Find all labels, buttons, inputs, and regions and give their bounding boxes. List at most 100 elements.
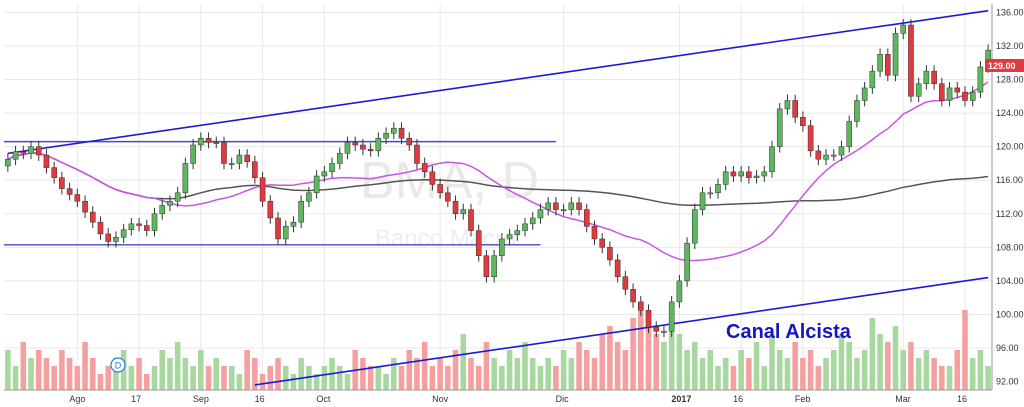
candle-body-2 <box>20 151 27 154</box>
candle-body-36 <box>282 226 289 240</box>
candle-body-62 <box>483 255 490 277</box>
candle-body-42 <box>329 163 335 173</box>
candle-body-101 <box>784 100 791 110</box>
candle-body-103 <box>800 117 806 126</box>
volume-bars <box>5 310 991 390</box>
candle-body-29 <box>228 163 235 165</box>
volume-bar-41 <box>321 366 328 390</box>
y-tick-label-4: 108.00 <box>996 242 1024 252</box>
volume-bar-101 <box>784 358 791 390</box>
volume-bar-66 <box>514 358 521 390</box>
volume-bar-94 <box>730 366 737 390</box>
y-tick-label-5: 112.00 <box>996 209 1023 219</box>
x-tick-label-11: 16 <box>957 394 967 404</box>
last-price-badge-bg <box>985 59 1024 72</box>
x-tick-label-5: Nov <box>432 394 449 404</box>
candle-body-96 <box>746 171 752 178</box>
volume-bar-54 <box>421 342 428 390</box>
last-price-label: 129.00 <box>988 61 1016 71</box>
candle-body-41 <box>321 171 328 177</box>
candle-body-4 <box>35 146 42 156</box>
volume-bar-112 <box>869 318 876 390</box>
candle-body-3 <box>28 146 34 154</box>
volume-bar-110 <box>854 358 860 390</box>
candle-body-28 <box>221 142 227 164</box>
volume-bar-8 <box>66 358 73 390</box>
candle-body-7 <box>59 177 65 189</box>
volume-bar-92 <box>715 366 721 390</box>
event-marker[interactable]: D <box>110 357 126 373</box>
candle-body-40 <box>313 175 320 194</box>
candle-body-66 <box>514 230 521 236</box>
ma-slow-line <box>7 151 989 207</box>
volume-bar-77 <box>599 334 605 390</box>
volume-bar-119 <box>923 350 930 390</box>
volume-bar-118 <box>915 358 922 390</box>
candle-body-39 <box>306 192 312 202</box>
volume-bar-44 <box>344 374 351 390</box>
volume-bar-22 <box>174 342 181 390</box>
candle-body-118 <box>915 83 922 97</box>
volume-bar-55 <box>429 366 436 390</box>
volume-bar-100 <box>776 350 783 390</box>
volume-bar-126 <box>977 350 984 390</box>
x-tick-label-9: Feb <box>795 394 811 404</box>
volume-bar-111 <box>861 350 868 390</box>
candle-body-71 <box>553 202 559 210</box>
candle-body-116 <box>900 24 907 34</box>
y-tick-label-6: 116.00 <box>996 175 1023 185</box>
volume-bar-76 <box>591 358 598 390</box>
volume-bar-108 <box>838 334 845 390</box>
volume-bar-79 <box>614 342 621 390</box>
volume-bar-7 <box>59 350 65 390</box>
volume-bar-6 <box>51 366 57 390</box>
event-marker-circle[interactable] <box>110 357 126 373</box>
volume-bar-36 <box>282 366 289 390</box>
candle-body-57 <box>445 192 451 202</box>
volume-bar-1 <box>12 366 19 390</box>
candle-body-67 <box>522 223 528 231</box>
candle-body-87 <box>676 280 683 303</box>
candle-body-108 <box>838 146 845 156</box>
volume-bar-121 <box>939 366 945 390</box>
y-tick-label-0: 92.00 <box>996 377 1019 387</box>
volume-bar-84 <box>653 334 660 390</box>
volume-bar-48 <box>375 366 382 390</box>
volume-bar-38 <box>298 358 304 390</box>
candle-body-52 <box>406 138 413 146</box>
volume-bar-43 <box>336 366 343 390</box>
volume-bar-56 <box>437 358 443 390</box>
volume-bar-78 <box>607 326 613 390</box>
candle-body-115 <box>892 33 899 76</box>
volume-bar-35 <box>275 358 281 390</box>
x-tick-label-3: 16 <box>255 394 265 404</box>
candle-body-122 <box>946 87 953 101</box>
candle-body-125 <box>969 91 976 101</box>
candle-body-63 <box>491 255 497 277</box>
volume-bar-74 <box>576 342 582 390</box>
volume-bar-13 <box>105 366 111 390</box>
volume-bar-120 <box>931 358 937 390</box>
candle-body-48 <box>375 138 382 152</box>
candle-body-47 <box>367 148 374 152</box>
volume-bar-53 <box>414 358 420 390</box>
candle-body-75 <box>583 209 590 227</box>
volume-bar-68 <box>529 358 536 390</box>
volume-bar-31 <box>244 350 250 390</box>
volume-bar-69 <box>537 366 544 390</box>
volume-bar-125 <box>969 358 976 390</box>
candle-body-84 <box>653 326 660 332</box>
candle-body-30 <box>236 154 243 164</box>
volume-bar-73 <box>568 358 575 390</box>
candle-body-68 <box>529 217 536 225</box>
volume-bar-85 <box>661 342 667 390</box>
candle-body-102 <box>792 100 798 118</box>
volume-bar-47 <box>367 366 374 390</box>
volume-bar-62 <box>483 342 490 390</box>
candle-body-119 <box>923 70 930 84</box>
candle-body-111 <box>861 87 868 101</box>
candle-body-59 <box>460 209 467 215</box>
candle-body-46 <box>360 144 366 150</box>
volume-bar-4 <box>35 350 42 390</box>
